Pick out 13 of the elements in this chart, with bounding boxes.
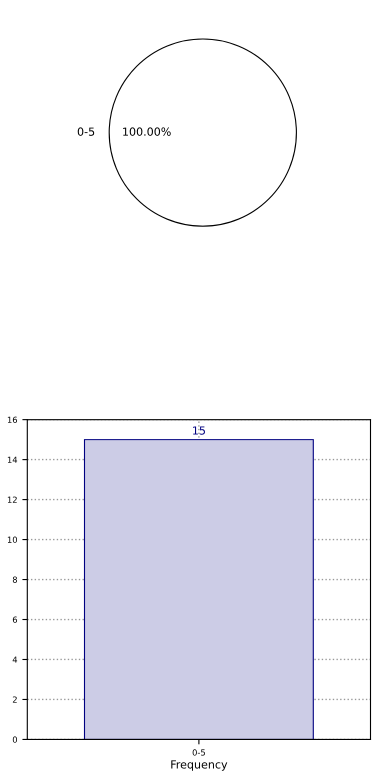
y-tick-label: 6 <box>12 616 18 623</box>
data-label: 15 <box>193 426 205 435</box>
data-label: 100.00% <box>123 127 171 136</box>
y-tick-label: 8 <box>12 576 18 583</box>
y-tick-label: 0 <box>12 736 18 743</box>
y-tick-label: 10 <box>8 536 18 543</box>
slice-label: 0-5 <box>78 127 94 136</box>
x-axis-title: Frequency <box>171 760 228 771</box>
y-tick-label: 2 <box>12 696 17 703</box>
y-tick-label: 12 <box>8 496 17 503</box>
y-tick-label: 14 <box>8 456 18 463</box>
y-tick-label: 4 <box>12 656 18 663</box>
y-tick-label: 16 <box>8 416 18 423</box>
